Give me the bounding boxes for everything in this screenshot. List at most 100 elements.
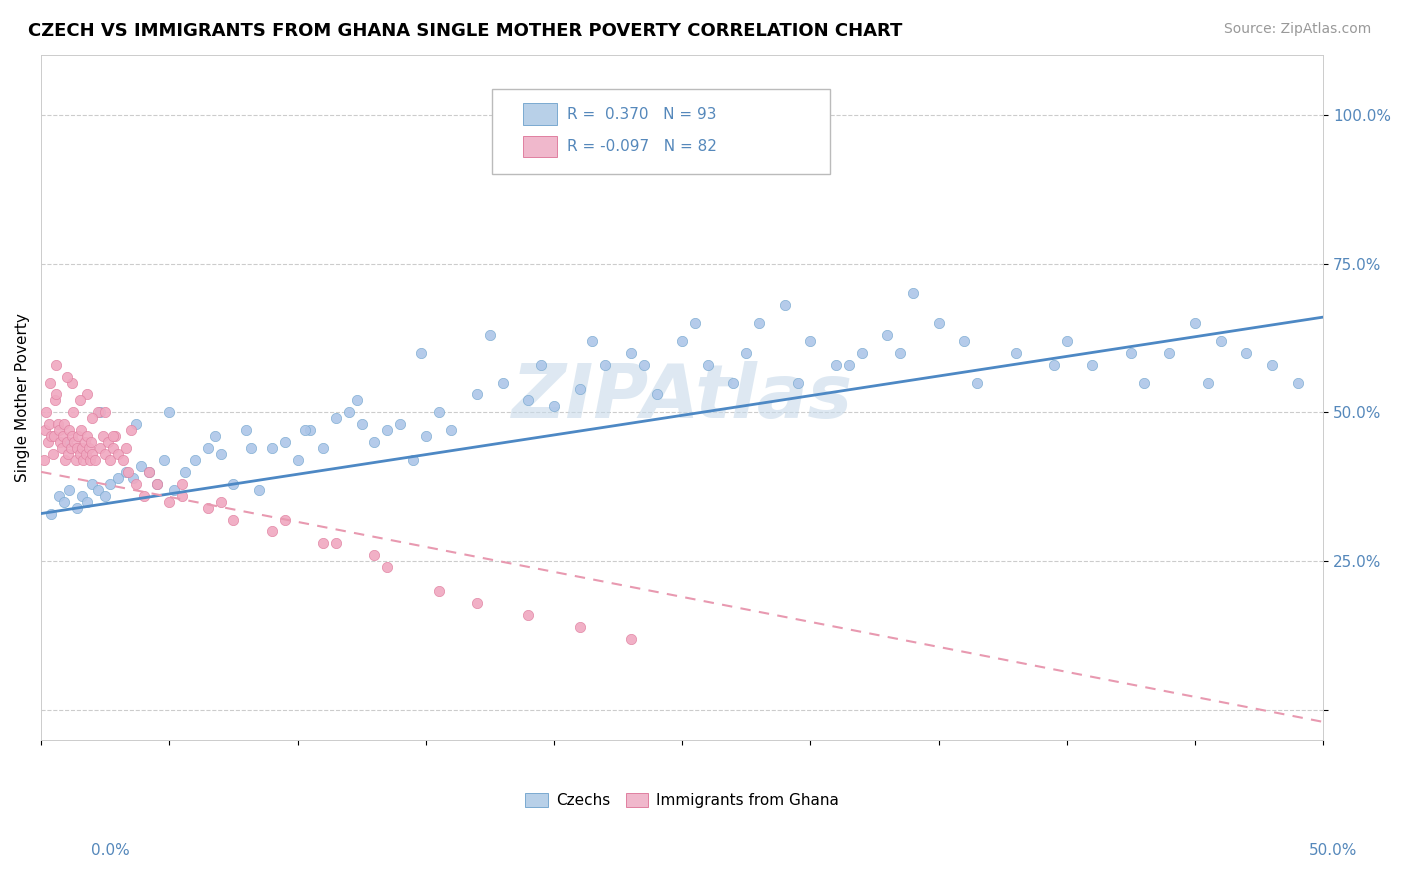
Point (1209, 334, 1232, 348)
Point (138, 465, 160, 479)
Point (53, 494, 76, 508)
Point (620, 632, 643, 646)
Point (49, 435, 72, 450)
Point (294, 423, 316, 437)
Point (59, 441, 82, 455)
Point (593, 358, 616, 372)
Point (86, 483, 108, 497)
Point (209, 494, 232, 508)
Point (153, 453, 176, 467)
Point (114, 465, 136, 479)
Point (402, 453, 425, 467)
Point (41, 507, 63, 521)
Point (58, 483, 80, 497)
Point (53, 417, 76, 432)
Point (409, 346, 432, 360)
Point (1197, 376, 1219, 390)
Point (240, 441, 263, 455)
Point (60, 376, 83, 390)
Point (94, 489, 117, 503)
Point (260, 441, 283, 455)
Point (101, 441, 124, 455)
Point (222, 476, 245, 491)
Point (889, 346, 911, 360)
Point (633, 358, 655, 372)
Point (120, 423, 142, 437)
Point (55, 435, 77, 450)
Point (1119, 346, 1142, 360)
Point (89, 405, 111, 419)
Point (138, 465, 160, 479)
Point (76, 387, 98, 401)
Point (274, 435, 297, 450)
Point (389, 417, 412, 432)
Point (427, 405, 450, 419)
Point (568, 620, 591, 634)
Point (82, 447, 104, 461)
Point (46, 417, 69, 432)
Point (928, 316, 950, 330)
Text: Source: ZipAtlas.com: Source: ZipAtlas.com (1223, 22, 1371, 37)
Point (72, 453, 94, 467)
Point (1184, 316, 1206, 330)
Text: R = -0.097   N = 82: R = -0.097 N = 82 (567, 139, 717, 153)
Point (132, 489, 155, 503)
Point (66, 441, 89, 455)
Point (696, 358, 718, 372)
Point (465, 596, 488, 610)
Point (125, 417, 148, 432)
Point (683, 316, 706, 330)
Point (876, 328, 898, 343)
Y-axis label: Single Mother Poverty: Single Mother Poverty (15, 313, 30, 482)
Point (97, 435, 120, 450)
Point (84, 453, 107, 467)
Point (63, 435, 86, 450)
Point (172, 476, 194, 491)
Point (415, 429, 437, 443)
Point (157, 494, 180, 508)
Point (1056, 334, 1078, 348)
Point (1261, 358, 1284, 372)
Point (172, 489, 194, 503)
Point (427, 583, 450, 598)
Point (129, 458, 152, 473)
Point (748, 316, 770, 330)
Point (773, 298, 796, 312)
Point (786, 376, 808, 390)
Legend: Czechs, Immigrants from Ghana: Czechs, Immigrants from Ghana (519, 787, 845, 814)
Point (45, 358, 67, 372)
Point (723, 376, 745, 390)
Point (157, 405, 180, 419)
Point (70, 441, 93, 455)
Point (51, 441, 73, 455)
Point (517, 607, 540, 622)
Point (325, 411, 347, 425)
Point (440, 423, 463, 437)
Point (37, 435, 59, 450)
Point (465, 387, 488, 401)
Point (287, 453, 309, 467)
Text: CZECH VS IMMIGRANTS FROM GHANA SINGLE MOTHER POVERTY CORRELATION CHART: CZECH VS IMMIGRANTS FROM GHANA SINGLE MO… (28, 22, 903, 40)
Point (69, 393, 91, 408)
Point (235, 423, 257, 437)
Point (44, 393, 66, 408)
Point (32, 453, 55, 467)
Point (568, 382, 591, 396)
Point (114, 441, 136, 455)
Point (1043, 358, 1066, 372)
Point (98, 476, 121, 491)
Text: 0.0%: 0.0% (91, 843, 131, 858)
Point (530, 358, 553, 372)
Point (735, 346, 758, 360)
Point (62, 405, 84, 419)
Point (117, 465, 139, 479)
Point (325, 536, 347, 550)
Point (274, 512, 297, 526)
Point (55, 453, 77, 467)
Point (67, 429, 90, 443)
Point (312, 536, 335, 550)
Point (91, 429, 114, 443)
Point (48, 423, 70, 437)
Point (48, 489, 70, 503)
Point (86, 405, 108, 419)
